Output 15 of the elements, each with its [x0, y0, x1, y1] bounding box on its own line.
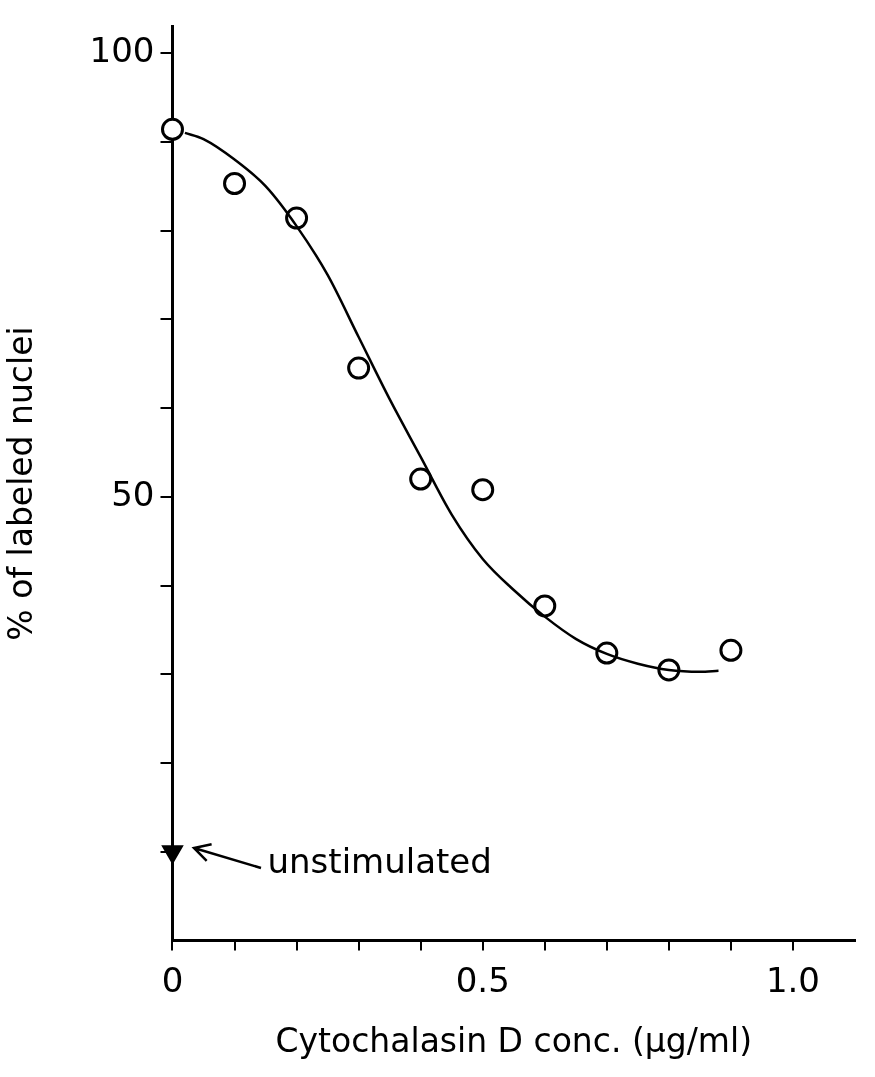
y-tick-label: 50 [111, 473, 155, 514]
x-axis-title: Cytochalasin D conc. (μg/ml) [275, 1020, 753, 1060]
point [471, 478, 495, 502]
point [409, 467, 433, 491]
point [533, 594, 557, 618]
point [719, 638, 743, 662]
y-tick-label: 100 [89, 29, 155, 70]
point [161, 117, 184, 141]
x-tick-label: 0.5 [455, 959, 510, 1000]
x-tick-label: 1.0 [765, 959, 820, 1000]
point [347, 356, 371, 380]
point [223, 172, 247, 195]
y-axis-title: % of labeled nuclei [1, 326, 41, 641]
annotation: unstimulated [267, 840, 492, 881]
x-tick-label: 0 [161, 959, 184, 1000]
